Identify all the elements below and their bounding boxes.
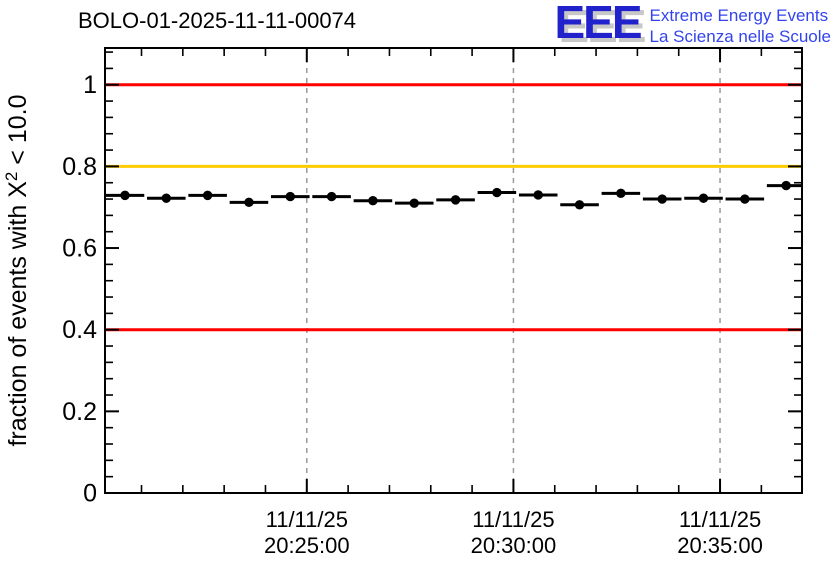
data-point [285,191,295,202]
eee-logo-text: Extreme Energy Events La Scienza nelle S… [650,1,831,47]
y-tick-label: 0 [83,480,97,508]
gridlines [306,48,721,493]
data-point [781,180,791,191]
plot-title: BOLO-01-2025-11-11-00074 [78,8,357,33]
plot-frame [104,47,803,494]
eee-logo: EEE Extreme Energy Events La Scienza nel… [554,0,831,48]
eee-logo-acronym: EEE [554,0,642,48]
y-tick-label: 0.8 [62,153,97,181]
x-tick-label-date: 11/11/25 [679,507,761,532]
x-tick-label-time: 20:25:00 [264,533,350,558]
y-tick-label: 0.4 [62,316,97,344]
x-tick-label-time: 20:35:00 [677,533,763,558]
frame-border [104,47,803,494]
x-tick-label-time: 20:30:00 [471,533,557,558]
data-point [492,187,502,198]
data-point [409,198,419,208]
data-point [616,188,626,199]
data-point [574,200,585,210]
data-point [368,195,378,206]
eee-logo-line1: Extreme Energy Events [649,6,829,25]
data-point [533,190,543,200]
data-series [105,180,802,210]
x-tick-label-date: 11/11/25 [266,507,348,532]
x-tick-label-date: 11/11/25 [472,507,554,532]
data-point [450,195,461,205]
data-point [120,190,130,201]
data-point [657,194,667,204]
data-point [161,193,171,203]
eee-logo-line2: La Scienza nelle Scuole [649,27,831,46]
data-point [202,190,213,201]
reference-lines [105,83,802,332]
data-point [244,197,254,208]
y-axis-title: fraction of events with X2 < 10.0 [2,94,32,446]
axis-labels: 00.20.40.60.8111/11/2520:25:0011/11/2520… [2,71,763,558]
axis-ticks [105,48,802,494]
y-tick-label: 0.2 [62,398,97,426]
data-point [740,194,750,204]
data-point [326,191,337,202]
y-tick-label: 1 [83,71,97,99]
y-tick-label: 0.6 [62,235,97,263]
data-point [698,193,709,203]
